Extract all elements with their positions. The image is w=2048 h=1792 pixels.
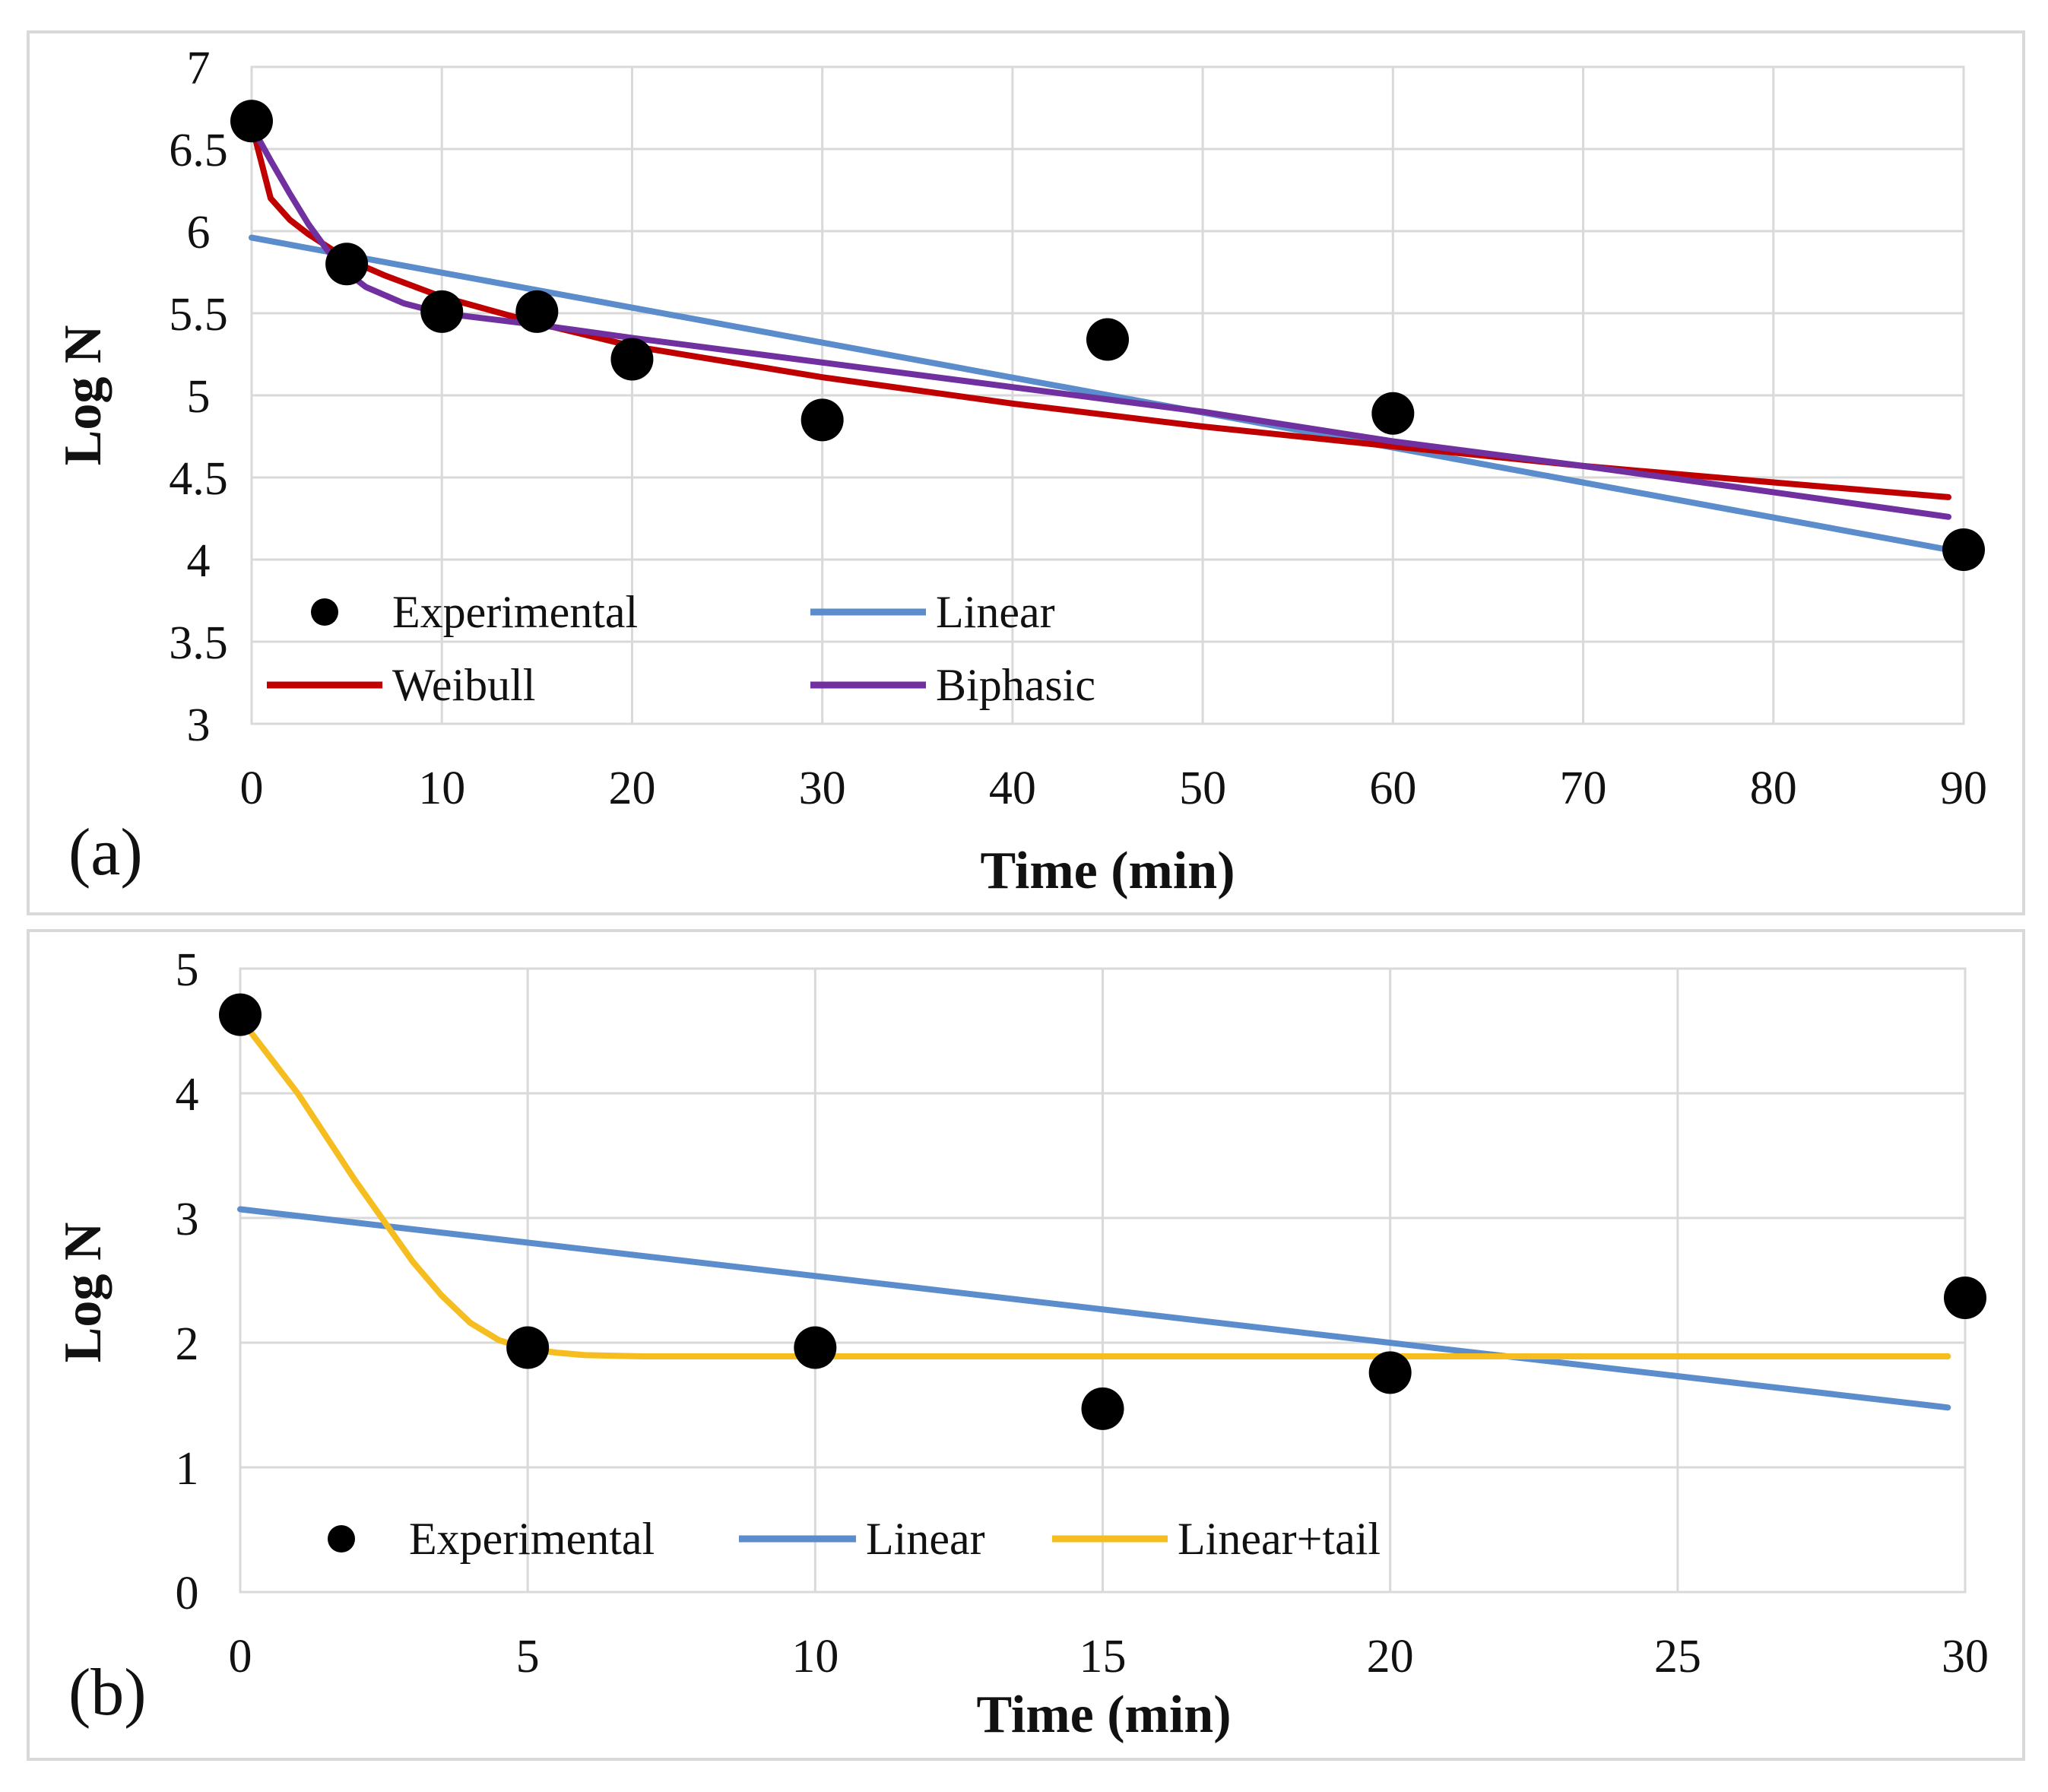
panel-b-y-axis-title: Log N — [54, 1223, 113, 1363]
panel-b-legend-linear-label: Linear — [866, 1514, 985, 1564]
b-experimental-point — [794, 1326, 837, 1369]
a-y-tick-label: 3.5 — [169, 617, 228, 669]
a-y-tick-label: 3 — [187, 699, 211, 751]
a-x-tick-label: 10 — [418, 763, 465, 814]
panel-b-experimental-points — [219, 993, 1986, 1430]
b-x-tick-label: 0 — [229, 1631, 252, 1683]
panel-a-x-axis-title: Time (min) — [980, 842, 1235, 900]
panel-b-x-tick-labels: 0 5 10 15 20 25 30 — [229, 1631, 1989, 1683]
panel-a-legend-experimental-marker — [311, 598, 338, 626]
panel-a-series — [249, 121, 1951, 553]
b-y-tick-label: 5 — [176, 944, 199, 996]
panel-a-x-tick-labels: 0 10 20 30 40 50 60 70 80 90 — [240, 763, 1988, 814]
b-experimental-point — [219, 993, 262, 1036]
a-x-tick-label: 0 — [240, 763, 264, 814]
a-y-tick-label: 5.5 — [169, 289, 228, 341]
panel-b-x-axis-title: Time (min) — [976, 1686, 1231, 1744]
b-y-tick-label: 3 — [176, 1194, 199, 1245]
a-experimental-point — [515, 290, 559, 333]
panel-b-y-tick-labels: 0 1 2 3 4 5 — [176, 944, 199, 1619]
a-experimental-point — [1086, 318, 1129, 361]
b-experimental-point — [506, 1326, 550, 1369]
b-x-tick-label: 30 — [1942, 1631, 1989, 1683]
a-x-tick-label: 30 — [799, 763, 846, 814]
panel-b-legend: Experimental Linear Linear+tail — [328, 1514, 1381, 1564]
a-experimental-point — [325, 243, 369, 286]
b-y-tick-label: 1 — [176, 1443, 199, 1495]
panel-a-panel-label: (a) — [68, 816, 143, 890]
a-experimental-point — [610, 338, 654, 381]
panel-a-legend-weibull-label: Weibull — [392, 660, 535, 710]
panel-b-series — [237, 1015, 1951, 1411]
panel-a: 3 3.5 4 4.5 5 5.5 6 6.5 7 0 10 20 30 40 50 60 70 80 90 Ex… — [27, 30, 2025, 915]
panel-a-legend-biphasic-label: Biphasic — [936, 660, 1095, 710]
b-y-tick-label: 0 — [176, 1568, 199, 1619]
a-y-tick-label: 7 — [187, 43, 211, 94]
a-experimental-point — [420, 290, 464, 333]
a-y-tick-label: 4 — [187, 535, 211, 587]
a-x-tick-label: 90 — [1940, 763, 1987, 814]
a-x-tick-label: 40 — [989, 763, 1036, 814]
a-experimental-point — [230, 100, 273, 143]
b-x-tick-label: 25 — [1654, 1631, 1701, 1683]
b-series-linear — [237, 1206, 1951, 1411]
a-x-tick-label: 70 — [1560, 763, 1607, 814]
b-experimental-point — [1081, 1387, 1124, 1430]
a-x-tick-label: 60 — [1369, 763, 1416, 814]
panel-a-y-tick-labels: 3 3.5 4 4.5 5 5.5 6 6.5 7 — [169, 43, 228, 751]
a-y-tick-label: 5 — [187, 371, 211, 423]
a-y-tick-label: 6 — [187, 207, 211, 258]
a-experimental-point — [1371, 392, 1415, 435]
panel-a-y-axis-title: Log N — [54, 325, 113, 466]
panel-b-legend-experimental-label: Experimental — [409, 1514, 655, 1564]
b-y-tick-label: 4 — [176, 1069, 199, 1121]
panel-a-legend-linear-label: Linear — [936, 587, 1055, 637]
a-x-tick-label: 80 — [1750, 763, 1797, 814]
a-experimental-point — [1942, 528, 1985, 572]
a-series-linear — [249, 234, 1951, 553]
panel-a-experimental-points — [230, 100, 1985, 572]
b-x-tick-label: 20 — [1367, 1631, 1414, 1683]
b-y-tick-label: 2 — [176, 1318, 199, 1370]
panel-b-legend-experimental-marker — [328, 1525, 355, 1553]
b-experimental-point — [1944, 1276, 1986, 1319]
a-x-tick-label: 50 — [1179, 763, 1226, 814]
a-y-tick-label: 4.5 — [169, 453, 228, 505]
a-series-biphasic — [249, 122, 1951, 520]
panel-a-legend-experimental-label: Experimental — [392, 587, 638, 637]
a-experimental-point — [800, 398, 844, 442]
panel-a-legend: Experimental Linear Weibull Biphasic — [267, 587, 1095, 710]
panel-b-legend-linear-tail-label: Linear+tail — [1178, 1514, 1381, 1564]
a-y-tick-label: 6.5 — [169, 125, 228, 176]
b-x-tick-label: 15 — [1079, 1631, 1127, 1683]
b-series-linear-tail — [237, 1015, 1951, 1359]
b-experimental-point — [1368, 1351, 1412, 1394]
panel-b: 0 1 2 3 4 5 0 5 10 15 20 25 30 Experimental Linear … — [27, 929, 2025, 1761]
panel-b-panel-label: (b) — [68, 1656, 147, 1730]
b-x-tick-label: 10 — [791, 1631, 839, 1683]
b-x-tick-label: 5 — [516, 1631, 540, 1683]
a-x-tick-label: 20 — [608, 763, 655, 814]
panel-b-gridlines — [239, 967, 1967, 1594]
